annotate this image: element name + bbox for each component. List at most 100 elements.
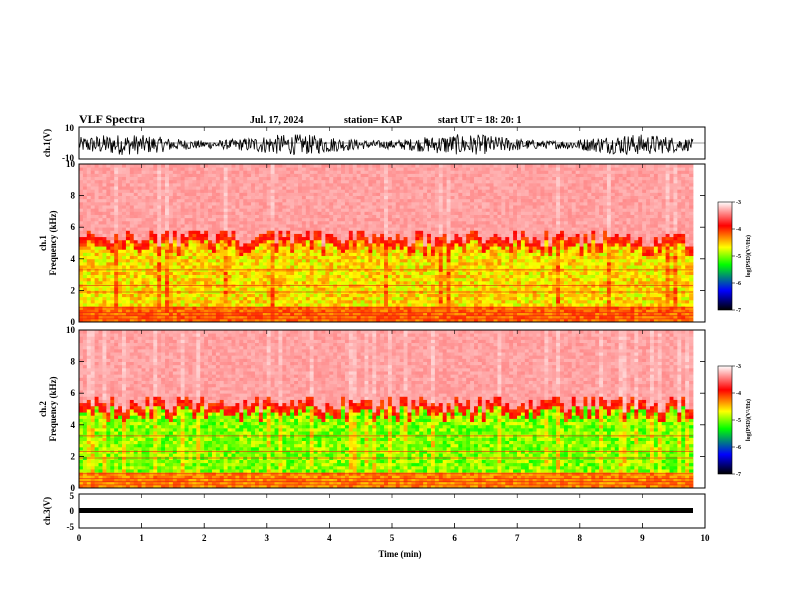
spectrogram-cell bbox=[211, 239, 217, 244]
spectrogram-cell bbox=[196, 309, 201, 313]
spectrogram-cell bbox=[427, 274, 432, 279]
spectrogram-cell bbox=[266, 179, 272, 184]
spectrogram-cell bbox=[110, 271, 115, 275]
spectrogram-cell bbox=[442, 205, 448, 209]
spectrogram-cell bbox=[446, 189, 451, 193]
spectrogram-cell bbox=[239, 287, 244, 291]
spectrogram-cell bbox=[141, 198, 146, 203]
spectrogram-cell bbox=[165, 249, 170, 253]
spectrogram-cell bbox=[258, 293, 264, 298]
spectrogram-cell bbox=[329, 192, 334, 196]
spectrogram-cell bbox=[106, 299, 111, 304]
spectrogram-cell bbox=[454, 167, 459, 171]
spectrogram-cell bbox=[305, 296, 311, 301]
spectrogram-cell bbox=[427, 309, 432, 313]
spectrogram-cell bbox=[372, 255, 377, 260]
spectrogram-cell bbox=[94, 309, 99, 313]
spectrogram-cell bbox=[395, 198, 401, 203]
spectrogram-cell bbox=[411, 170, 416, 174]
spectrogram-cell bbox=[450, 239, 455, 244]
spectrogram-cell bbox=[208, 271, 213, 275]
spectrogram-cell bbox=[157, 195, 162, 200]
spectrogram-cell bbox=[114, 239, 119, 244]
spectrogram-cell bbox=[184, 236, 189, 241]
spectrogram-cell bbox=[204, 198, 209, 203]
spectrogram-cell bbox=[262, 318, 268, 323]
spectrogram-cell bbox=[356, 192, 361, 196]
spectrogram-cell bbox=[258, 182, 264, 187]
spectrogram-cell bbox=[247, 201, 252, 206]
spectrogram-cell bbox=[329, 201, 334, 206]
spectrogram-cell bbox=[125, 173, 131, 178]
spectrogram-cell bbox=[254, 214, 260, 219]
spectrogram-cell bbox=[298, 192, 303, 196]
spectrogram-cell bbox=[125, 217, 131, 222]
spectrogram-cell bbox=[266, 214, 272, 219]
spectrogram-cell bbox=[430, 309, 436, 313]
spectrogram-cell bbox=[325, 265, 330, 269]
spectrogram-cell bbox=[258, 176, 264, 181]
spectrogram-cell bbox=[262, 224, 268, 228]
spectrogram-cell bbox=[239, 315, 244, 320]
spectrogram-cell bbox=[337, 211, 342, 215]
spectrogram-cell bbox=[403, 312, 408, 317]
spectrogram-cell bbox=[129, 214, 135, 219]
spectrogram-cell bbox=[219, 252, 225, 257]
spectrogram-cell bbox=[208, 173, 213, 178]
spectrogram-cell bbox=[419, 173, 424, 178]
spectrogram-cell bbox=[262, 265, 268, 269]
spectrogram-cell bbox=[98, 224, 103, 228]
spectrogram-cell bbox=[313, 164, 318, 168]
spectrogram-cell bbox=[141, 312, 146, 317]
spectrogram-cell bbox=[376, 208, 381, 212]
spectrogram-cell bbox=[411, 164, 416, 168]
spectrogram-cell bbox=[133, 195, 139, 200]
spectrogram-cell bbox=[86, 217, 92, 222]
spectrogram-cell bbox=[172, 271, 178, 275]
spectrogram-cell bbox=[434, 274, 440, 279]
spectrogram-cell bbox=[137, 249, 142, 253]
spectrogram-cell bbox=[145, 182, 150, 187]
spectrogram-cell bbox=[227, 211, 232, 215]
spectrogram-cell bbox=[133, 261, 139, 266]
spectrogram-cell bbox=[415, 252, 420, 257]
spectrogram-cell bbox=[98, 309, 103, 313]
spectrogram-cell bbox=[462, 220, 467, 225]
spectrogram-cell bbox=[251, 182, 256, 187]
spectrogram-cell bbox=[391, 303, 397, 307]
spectrogram-cell bbox=[294, 189, 299, 193]
spectrogram-cell bbox=[215, 198, 221, 203]
spectrogram-cell bbox=[122, 280, 127, 285]
spectrogram-cell bbox=[427, 303, 432, 307]
spectrogram-cell bbox=[141, 192, 146, 196]
spectrogram-cell bbox=[200, 173, 205, 178]
spectrogram-cell bbox=[79, 233, 84, 238]
spectrogram-cell bbox=[372, 280, 377, 285]
spectrogram-cell bbox=[227, 186, 232, 190]
spectrogram-cell bbox=[204, 179, 209, 184]
spectrogram-cell bbox=[184, 296, 189, 301]
spectrogram-cell bbox=[114, 293, 119, 298]
spectrogram-cell bbox=[352, 271, 358, 275]
spectrogram-cell bbox=[208, 170, 213, 174]
spectrogram-cell bbox=[372, 261, 377, 266]
spectrogram-cell bbox=[344, 170, 350, 174]
spectrogram-cell bbox=[325, 173, 330, 178]
spectrogram-cell bbox=[403, 303, 408, 307]
spectrogram-cell bbox=[274, 233, 279, 238]
spectrogram-cell bbox=[298, 233, 303, 238]
spectrogram-cell bbox=[165, 255, 170, 260]
spectrogram-cell bbox=[411, 182, 416, 187]
spectrogram-cell bbox=[215, 258, 221, 263]
spectrogram-cell bbox=[372, 205, 377, 209]
spectrogram-cell bbox=[192, 293, 197, 298]
spectrogram-cell bbox=[301, 243, 307, 247]
spectrogram-cell bbox=[364, 195, 369, 200]
spectrogram-cell bbox=[231, 173, 236, 178]
spectrogram-cell bbox=[348, 195, 354, 200]
spectrogram-cell bbox=[384, 176, 389, 181]
spectrogram-cell bbox=[133, 164, 139, 168]
spectrogram-cell bbox=[407, 198, 412, 203]
spectrogram-cell bbox=[321, 252, 326, 257]
spectrogram-cell bbox=[86, 192, 92, 196]
